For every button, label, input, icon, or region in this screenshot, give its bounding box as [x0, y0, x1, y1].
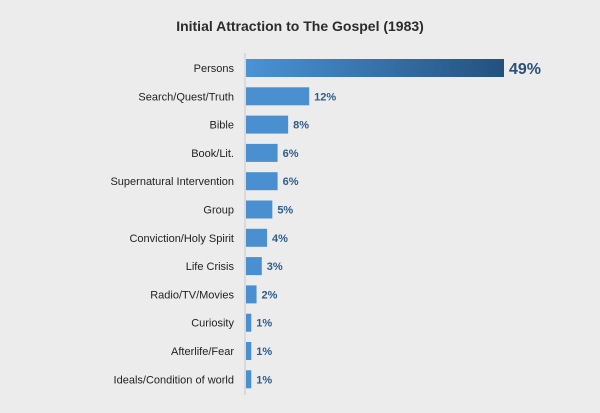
bar — [246, 370, 251, 388]
value-label: 1% — [256, 346, 272, 358]
category-label: Supernatural Intervention — [110, 176, 234, 188]
value-label: 8% — [293, 120, 309, 132]
bar — [246, 342, 251, 360]
bar — [246, 229, 267, 247]
category-label: Book/Lit. — [191, 148, 234, 160]
bar — [246, 201, 272, 219]
value-label: 49% — [509, 61, 541, 78]
category-label: Conviction/Holy Spirit — [129, 233, 234, 245]
bar — [246, 172, 278, 190]
value-label: 1% — [256, 318, 272, 330]
value-label: 3% — [267, 261, 283, 273]
bar — [246, 59, 504, 77]
category-label: Afterlife/Fear — [171, 346, 234, 358]
category-label: Group — [203, 205, 234, 217]
value-label: 6% — [283, 148, 299, 160]
value-label: 5% — [277, 205, 293, 217]
bar — [246, 87, 309, 105]
category-label: Ideals/Condition of world — [114, 374, 234, 386]
bar — [246, 314, 251, 332]
value-label: 6% — [283, 176, 299, 188]
value-label: 2% — [262, 289, 278, 301]
value-label: 12% — [314, 91, 336, 103]
value-label: 1% — [256, 374, 272, 386]
value-label: 4% — [272, 233, 288, 245]
bar — [246, 116, 288, 134]
category-label: Persons — [194, 63, 235, 75]
category-label: Life Crisis — [186, 261, 235, 273]
bar — [246, 285, 257, 303]
category-label: Bible — [210, 120, 234, 132]
category-label: Curiosity — [191, 318, 234, 330]
category-label: Radio/TV/Movies — [150, 289, 234, 301]
bar — [246, 257, 262, 275]
bar — [246, 144, 278, 162]
category-label: Search/Quest/Truth — [138, 91, 234, 103]
bars-group: Persons 49% Search/Quest/Truth 12% Bible 8% Bo… — [110, 59, 541, 388]
